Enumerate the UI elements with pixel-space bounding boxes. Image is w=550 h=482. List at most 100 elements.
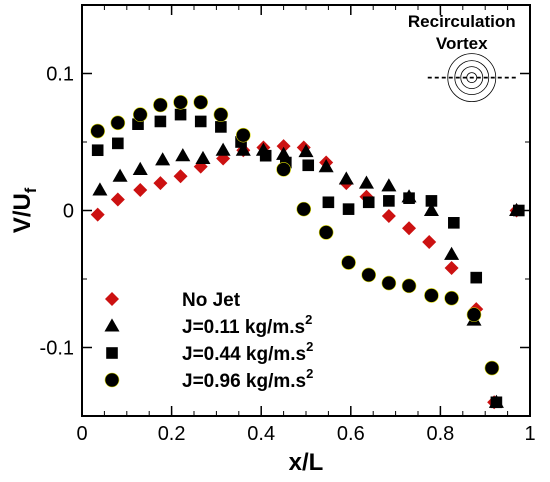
data-point-square — [490, 396, 503, 409]
legend-item: J=0.96 kg/m.s2 — [104, 366, 313, 392]
data-point-circle — [296, 201, 312, 217]
data-point-circle — [484, 360, 500, 376]
y-tick-label: 0 — [63, 201, 74, 223]
x-tick-label: 0.8 — [426, 423, 454, 445]
data-series — [90, 94, 525, 410]
legend-item: No Jet — [105, 290, 241, 311]
legend-label: No Jet — [182, 290, 241, 311]
legend-label-text: J=0.96 kg/m.s — [182, 371, 306, 392]
data-point-diamond — [110, 192, 125, 207]
series-circle — [90, 94, 500, 376]
y-axis-title: V/Uf — [9, 187, 40, 233]
x-tick-label: 1 — [524, 423, 535, 445]
data-point-diamond — [381, 208, 396, 223]
vortex-ring — [454, 60, 490, 96]
data-point-circle — [424, 288, 439, 303]
x-axis-title: x/L — [289, 449, 324, 476]
data-point-square — [425, 195, 438, 207]
data-point-circle — [361, 267, 377, 283]
data-point-square — [112, 137, 124, 150]
legend-label-superscript: 2 — [306, 366, 313, 381]
data-point-triangle — [444, 246, 460, 260]
data-point-circle — [110, 115, 126, 131]
legend-item: J=0.11 kg/m.s2 — [104, 312, 312, 338]
data-point-square — [302, 159, 315, 172]
data-point-circle — [341, 255, 356, 270]
legend-label-superscript: 2 — [306, 339, 313, 354]
vortex-ring — [460, 66, 484, 90]
data-point-diamond — [402, 221, 417, 236]
data-point-triangle — [298, 143, 314, 158]
legend-label-text: No Jet — [182, 290, 241, 311]
data-point-square — [342, 203, 355, 215]
y-tick-label: -0.1 — [40, 338, 74, 360]
data-point-square — [259, 149, 272, 162]
legend-label: J=0.11 kg/m.s2 — [182, 312, 312, 338]
x-tick-label: 0.6 — [337, 423, 365, 445]
data-point-circle — [235, 127, 251, 143]
data-point-circle — [466, 307, 482, 322]
data-point-triangle — [112, 168, 128, 182]
data-point-square — [154, 115, 167, 128]
data-point-square — [512, 204, 525, 217]
data-point-square — [215, 121, 227, 133]
data-point-square — [194, 115, 207, 128]
vortex-ring — [447, 53, 497, 103]
legend-label-text: J=0.11 kg/m.s — [182, 317, 305, 338]
recirculation-vortex-icon — [427, 53, 516, 103]
legend-marker-diamond — [105, 292, 119, 306]
data-point-square — [362, 196, 375, 209]
data-point-triangle — [195, 150, 211, 164]
x-tick-label: 0 — [76, 423, 87, 445]
data-point-circle — [132, 107, 148, 122]
data-point-circle — [153, 97, 168, 113]
data-point-triangle — [423, 202, 439, 217]
legend-marker-triangle — [104, 318, 120, 332]
data-point-diamond — [444, 261, 459, 276]
data-point-circle — [213, 107, 229, 122]
data-point-circle — [381, 275, 397, 291]
data-point-diamond — [153, 176, 168, 191]
series-square — [91, 108, 525, 409]
data-point-square — [383, 195, 395, 207]
data-point-square — [174, 108, 187, 121]
legend-label: J=0.96 kg/m.s2 — [182, 366, 313, 392]
legend-label-text: J=0.44 kg/m.s — [182, 344, 306, 365]
data-point-triangle — [132, 161, 148, 175]
data-point-triangle — [381, 178, 397, 192]
tick-labels: 0 0.2 0.4 0.6 0.8 1 -0.1 0 0.1 — [40, 64, 536, 446]
data-point-square — [448, 217, 460, 229]
data-point-triangle — [235, 142, 251, 156]
legend-marker-circle — [104, 372, 120, 388]
data-point-square — [91, 144, 104, 157]
data-point-diamond — [422, 235, 437, 250]
data-point-triangle — [338, 171, 354, 185]
legend-marker-square — [106, 347, 118, 359]
data-point-diamond — [133, 182, 148, 197]
data-point-triangle — [318, 159, 334, 173]
data-point-circle — [173, 94, 188, 110]
x-tick-label: 0.2 — [158, 423, 186, 445]
data-point-circle — [276, 162, 291, 177]
annotation-line-2: Vortex — [436, 34, 488, 53]
data-point-diamond — [173, 169, 188, 184]
data-point-circle — [318, 225, 334, 240]
data-point-triangle — [175, 148, 191, 162]
y-axis-title-subscript: f — [23, 187, 40, 193]
data-point-square — [403, 192, 415, 204]
data-point-triangle — [215, 142, 231, 156]
x-tick-label: 0.4 — [247, 423, 275, 445]
y-tick-label: 0.1 — [46, 64, 74, 86]
data-point-circle — [401, 278, 417, 294]
data-point-triangle — [92, 182, 108, 196]
data-point-square — [322, 196, 335, 209]
data-point-triangle — [358, 175, 374, 189]
data-point-circle — [444, 290, 459, 306]
axis-ticks — [81, 4, 531, 417]
data-point-diamond — [90, 207, 105, 222]
recirculation-vortex-annotation: Recirculation Vortex — [408, 12, 516, 103]
